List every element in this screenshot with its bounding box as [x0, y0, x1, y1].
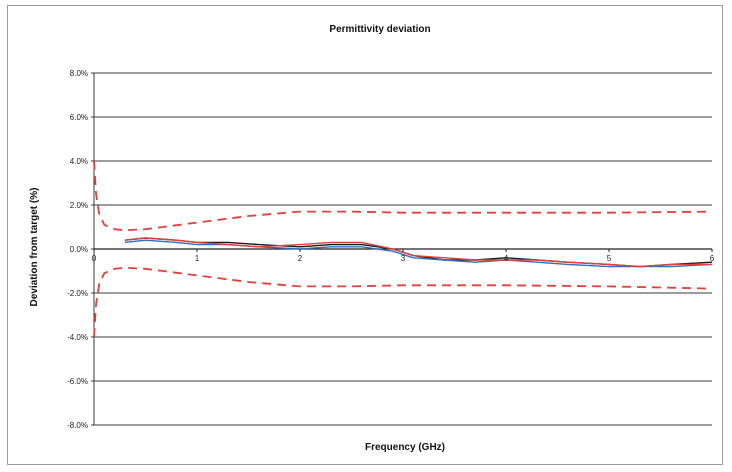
data-series-line-0 [124, 237, 713, 268]
y-tick-label: 2.0% [70, 201, 88, 210]
x-tick-label: 6 [710, 254, 715, 263]
data-series-line-2 [124, 237, 712, 268]
y-tick-label: -2.0% [67, 289, 88, 298]
x-tick-label: 0 [92, 254, 97, 263]
x-tick-label: 5 [607, 254, 612, 263]
x-tick-label: 2 [298, 254, 303, 263]
limit-line-3 [93, 160, 713, 232]
y-tick-label: 6.0% [70, 113, 88, 122]
y-tick-label: -4.0% [67, 333, 88, 342]
x-tick-label: 1 [195, 254, 200, 263]
y-axis-label: Deviation from target (%) [29, 188, 40, 307]
x-axis-label: Frequency (GHz) [365, 442, 445, 453]
limit-line-4 [93, 266, 713, 338]
y-tick-label: 8.0% [70, 69, 88, 78]
x-tick-label: 3 [401, 254, 406, 263]
y-tick-label: -6.0% [67, 377, 88, 386]
x-tick-label: 4 [504, 254, 509, 263]
y-tick-label: 0.0% [70, 245, 88, 254]
chart-title: Permittivity deviation [329, 24, 430, 35]
chart-frame [7, 5, 723, 465]
y-tick-label: -8.0% [67, 421, 88, 430]
y-tick-label: 4.0% [70, 157, 88, 166]
data-series-line-1 [124, 239, 713, 268]
